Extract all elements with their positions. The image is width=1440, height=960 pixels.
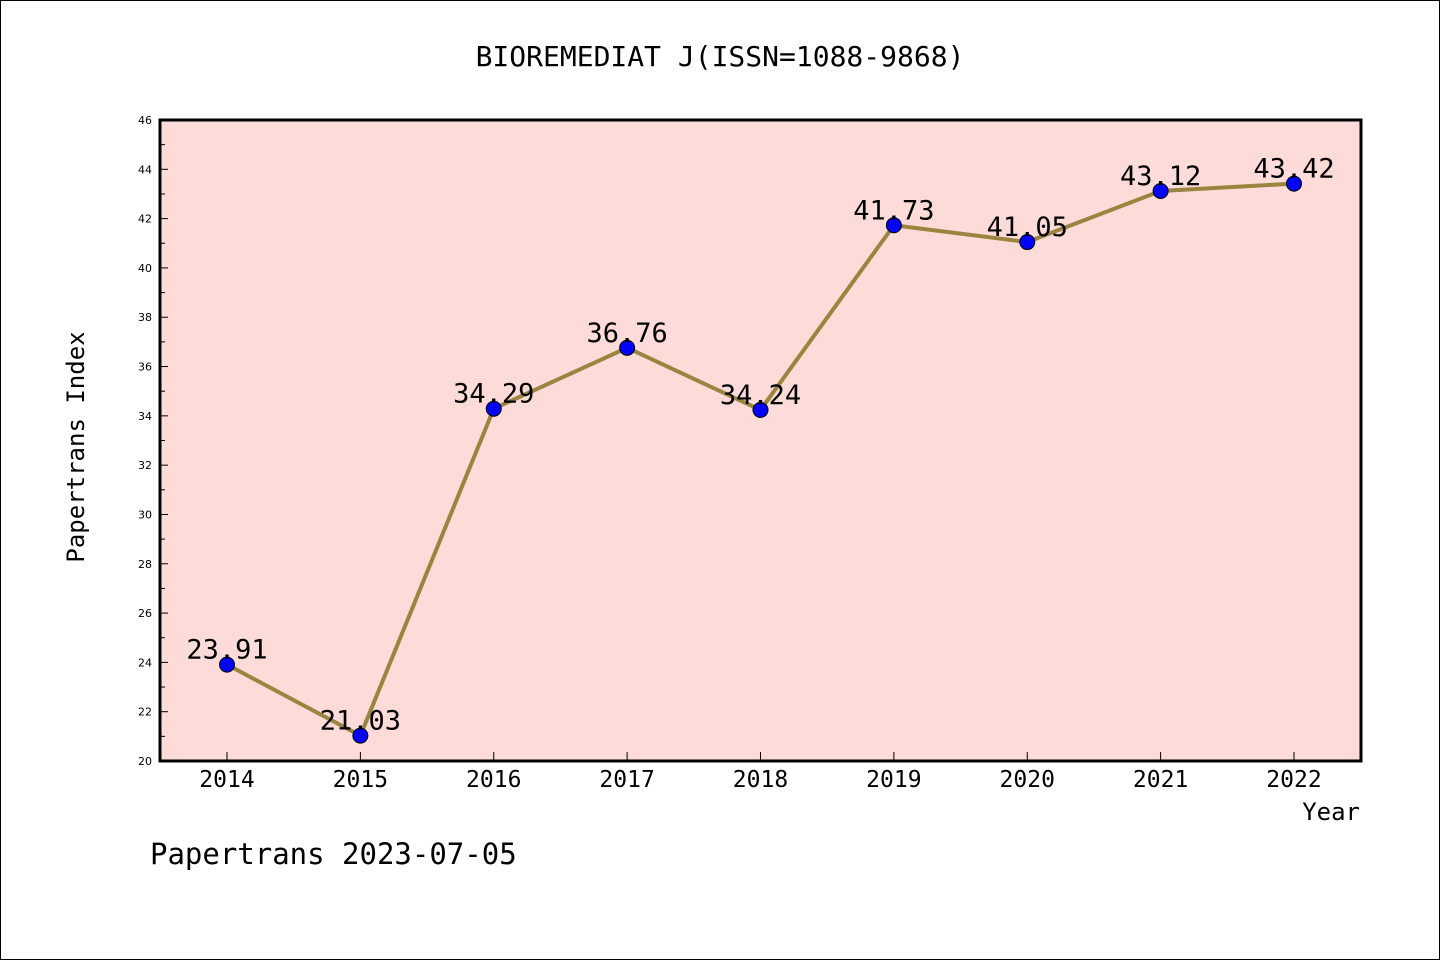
data-label: 41.05 bbox=[987, 212, 1068, 243]
footer-date: Papertrans 2023-07-05 bbox=[150, 837, 517, 871]
chart-title: BIOREMEDIAT J(ISSN=1088-9868) bbox=[476, 40, 965, 73]
y-tick-label: 36 bbox=[138, 361, 152, 374]
y-tick-label: 20 bbox=[138, 755, 152, 768]
series-layer: 23.91 21.03 34.29 36.76 34.24 41.73 41.05 43.12… bbox=[186, 154, 1335, 744]
y-axis-label: Papertrans Index bbox=[62, 331, 90, 562]
data-point bbox=[885, 217, 902, 234]
x-tick-label: 2015 bbox=[333, 767, 388, 793]
y-tick-label: 38 bbox=[138, 311, 152, 324]
data-point bbox=[1152, 183, 1169, 200]
y-tick-label: 28 bbox=[138, 558, 152, 571]
data-label: 41.73 bbox=[853, 195, 934, 226]
y-tick-label: 26 bbox=[138, 607, 152, 620]
data-label: 36.76 bbox=[586, 318, 667, 349]
x-tick-label: 2022 bbox=[1266, 767, 1321, 793]
x-tick-label: 2020 bbox=[1000, 767, 1055, 793]
y-axis: 20 22 24 26 28 30 32 34 36 38 40 42 44 46 bbox=[138, 114, 168, 768]
x-tick-label: 2018 bbox=[733, 767, 788, 793]
data-label: 43.12 bbox=[1120, 161, 1201, 192]
data-label: 23.91 bbox=[186, 635, 267, 666]
y-tick-label: 24 bbox=[138, 656, 152, 669]
y-tick-label: 22 bbox=[138, 706, 152, 719]
data-point bbox=[219, 656, 235, 673]
x-tick-label: 2019 bbox=[866, 767, 921, 793]
data-point bbox=[352, 727, 369, 744]
x-tick-label: 2017 bbox=[599, 767, 654, 793]
data-point bbox=[485, 400, 502, 417]
y-tick-label: 34 bbox=[138, 410, 152, 423]
x-tick-label: 2014 bbox=[199, 767, 254, 793]
y-tick-label: 42 bbox=[138, 213, 152, 226]
y-tick-label: 32 bbox=[138, 459, 152, 472]
x-axis-label: Year bbox=[1302, 798, 1360, 826]
data-label: 34.24 bbox=[720, 380, 801, 411]
y-tick-label: 40 bbox=[138, 262, 152, 275]
x-axis: 2014 2015 2016 2017 2018 2019 2020 2021 2022 bbox=[199, 752, 1322, 793]
data-point bbox=[1286, 175, 1302, 192]
y-tick-label: 30 bbox=[138, 508, 152, 521]
data-point bbox=[619, 339, 636, 356]
data-label: 21.03 bbox=[320, 706, 401, 737]
data-label: 43.42 bbox=[1253, 154, 1334, 185]
data-point bbox=[752, 401, 769, 418]
y-tick-label: 46 bbox=[138, 114, 152, 127]
data-label: 34.29 bbox=[453, 379, 534, 410]
plot-area bbox=[158, 118, 1363, 763]
y-tick-label: 44 bbox=[138, 163, 152, 176]
x-tick-label: 2021 bbox=[1133, 767, 1188, 793]
x-tick-label: 2016 bbox=[466, 767, 521, 793]
data-point bbox=[1019, 234, 1036, 251]
